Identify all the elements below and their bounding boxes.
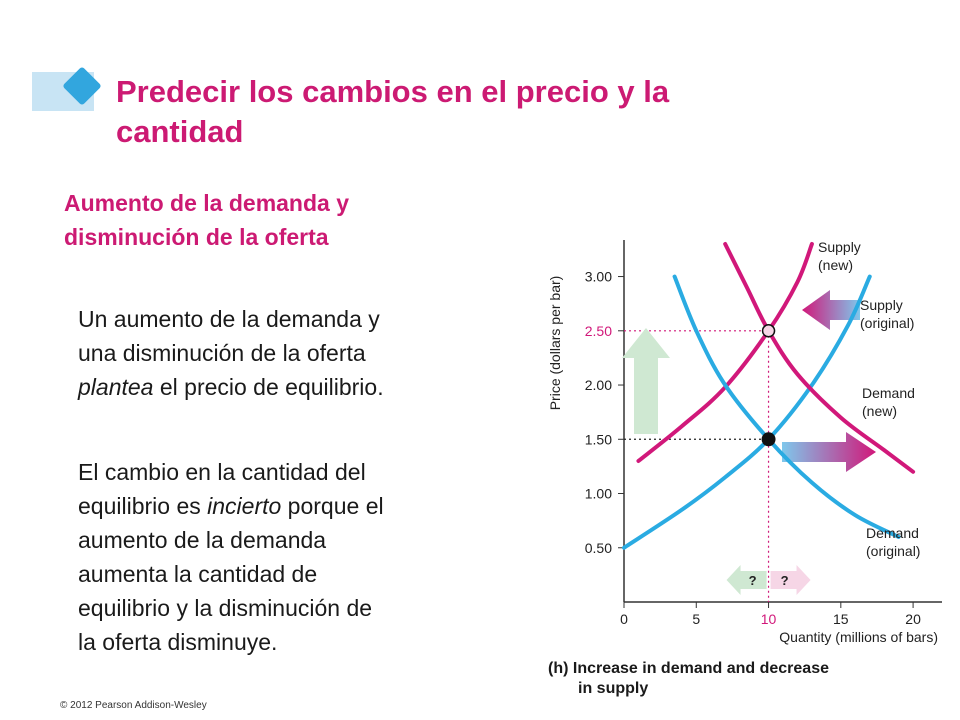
demand-new-curve <box>723 242 916 474</box>
para2-line-5: equilibrio y la disminución de <box>78 595 373 621</box>
para1-line-2: una disminución de la oferta <box>78 340 366 366</box>
label-demand-new-line-1: Demand <box>862 385 915 401</box>
y-tick-label: 2.00 <box>585 377 612 393</box>
supply-shift-arrow <box>802 290 860 330</box>
para1-line-3: el precio de equilibrio. <box>153 374 384 400</box>
paragraph-quantity-effect: El cambio en la cantidad del equilibrio … <box>78 455 518 659</box>
x-axis-label: Quantity (millions of bars) <box>779 629 938 645</box>
label-supply-original-line-2: (original) <box>860 315 914 331</box>
demand-shift-arrow <box>782 432 876 472</box>
quantity-decrease-arrow <box>726 565 767 595</box>
slide-title: Predecir los cambios en el precio y la c… <box>116 72 876 152</box>
subtitle-line-2: disminución de la oferta <box>64 224 329 250</box>
caption-line-1: (h) Increase in demand and decrease <box>548 660 829 677</box>
y-axis-label: Price (dollars per bar) <box>547 276 563 411</box>
question-mark-right: ? <box>781 573 789 588</box>
x-tick-label: 0 <box>620 611 628 627</box>
para2-line-6: la oferta disminuye. <box>78 629 278 655</box>
equilibrium-point-new <box>761 324 776 338</box>
quantity-increase-arrow <box>770 565 811 595</box>
equilibrium-point-original <box>761 432 776 447</box>
slide-subtitle: Aumento de la demanda y disminución de l… <box>64 186 494 254</box>
para1-emphasis: plantea <box>78 374 154 400</box>
y-tick-label: 1.00 <box>585 486 612 502</box>
label-supply-new-line-1: Supply <box>818 239 861 255</box>
label-demand-original-line-1: Demand <box>866 525 919 541</box>
label-demand-original-line-2: (original) <box>866 543 920 559</box>
title-line-2: cantidad <box>116 114 244 149</box>
x-tick-label: 20 <box>905 611 921 627</box>
para2-line-3: aumento de la demanda <box>78 527 327 553</box>
para2-line-4: aumenta la cantidad de <box>78 561 318 587</box>
x-tick-label: 5 <box>692 611 700 627</box>
label-supply-original-line-1: Supply <box>860 297 903 313</box>
price-increase-arrow <box>622 328 670 434</box>
caption-line-2: in supply <box>578 680 649 697</box>
y-tick-label: 1.50 <box>585 431 612 447</box>
copyright-notice: © 2012 Pearson Addison-Wesley <box>60 700 207 711</box>
label-supply-new-line-2: (new) <box>818 257 853 273</box>
x-tick-label: 10 <box>761 611 777 627</box>
supply-demand-chart: 0.50 1.00 1.50 2.00 2.50 3.00 0 5 10 15 20 Quantity… <box>547 239 942 645</box>
title-line-1: Predecir los cambios en el precio y la <box>116 74 670 109</box>
paragraph-price-effect: Un aumento de la demanda y una disminuci… <box>78 302 518 404</box>
question-mark-left: ? <box>749 573 757 588</box>
chart-caption: (h) Increase in demand and decrease in s… <box>548 659 829 699</box>
label-demand-new-line-2: (new) <box>862 403 897 419</box>
supply-new-curve <box>636 242 814 463</box>
para2-line-2b: porque el <box>281 493 384 519</box>
subtitle-line-1: Aumento de la demanda y <box>64 190 350 216</box>
para2-emphasis: incierto <box>207 493 282 519</box>
x-tick-label: 15 <box>833 611 849 627</box>
y-tick-label: 3.00 <box>585 269 612 285</box>
y-tick-label: 2.50 <box>585 323 612 339</box>
y-tick-label: 0.50 <box>585 540 612 556</box>
para2-line-1: El cambio en la cantidad del <box>78 459 366 485</box>
para2-line-2a: equilibrio es <box>78 493 208 519</box>
para1-line-1: Un aumento de la demanda y <box>78 306 380 332</box>
